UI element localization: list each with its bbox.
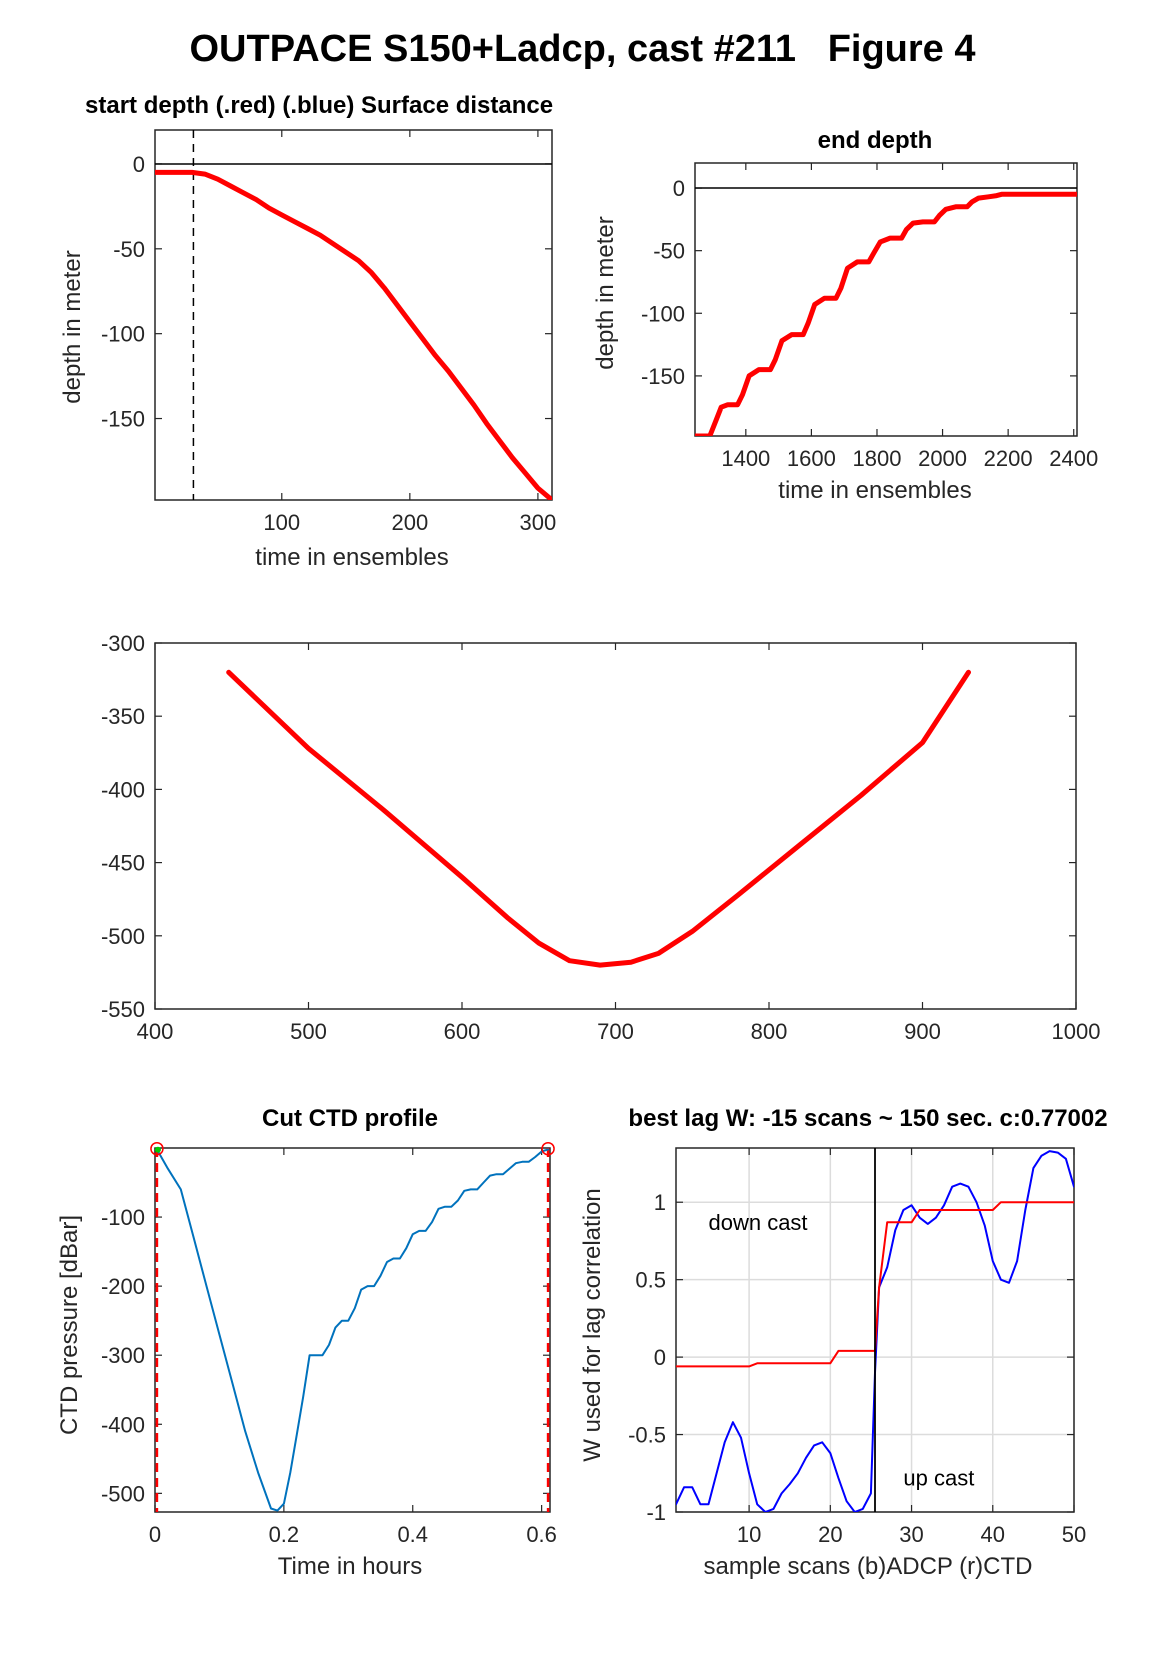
end-series-red-line [695, 191, 1077, 436]
end-xtick-label-0: 1400 [721, 446, 770, 471]
end-plot-content [695, 187, 1077, 436]
middle-xtick-label-0: 400 [137, 1019, 174, 1044]
start-ytick-label-2: -100 [101, 322, 145, 347]
lag-ytick-label-0: 1 [654, 1190, 666, 1215]
lag-xlabel: sample scans (b)ADCP (r)CTD [704, 1553, 1033, 1580]
start-ytick-label-1: -50 [113, 237, 145, 262]
middle-ytick-label-0: -300 [101, 631, 145, 656]
ctd-xtick-label-3: 0.6 [526, 1522, 557, 1547]
start-axes-box [154, 129, 553, 501]
end-xtick-label-3: 2000 [918, 446, 967, 471]
start-depth-ylabel: depth in meter [59, 250, 86, 403]
lag-xtick-label-2: 30 [899, 1522, 923, 1547]
start-depth-panel: start depth (.red) (.blue) Surface dista… [59, 92, 556, 571]
end-depth-ylabel: depth in meter [592, 216, 619, 369]
start-ytick-label-0: 0 [133, 152, 145, 177]
lag-annotation-1: up cast [903, 1466, 974, 1491]
end-depth-xlabel: time in ensembles [778, 477, 971, 504]
ctd-ytick-label-4: -500 [101, 1481, 145, 1506]
middle-ytick-label-3: -450 [101, 851, 145, 876]
middle-ytick-label-5: -550 [101, 997, 145, 1022]
lag-xtick-label-3: 40 [981, 1522, 1005, 1547]
start-xtick-label-1: 200 [391, 510, 428, 535]
start-xtick-label-2: 300 [520, 510, 557, 535]
ctd-series-ctd_blue-line [155, 1148, 550, 1512]
middle-xtick-label-5: 900 [904, 1019, 941, 1044]
middle-ytick-label-4: -500 [101, 924, 145, 949]
middle-plot-content [226, 669, 971, 968]
middle-xtick-label-2: 600 [444, 1019, 481, 1044]
end-xtick-label-1: 1600 [787, 446, 836, 471]
lag-ytick-label-4: -1 [646, 1500, 666, 1525]
start-xtick-label-0: 100 [263, 510, 300, 535]
ctd-ytick-label-1: -200 [101, 1274, 145, 1299]
lag-plot-content [676, 1148, 1074, 1512]
ctd-ylabel: CTD pressure [dBar] [56, 1215, 83, 1435]
lag-panel: best lag W: -15 scans ~ 150 sec. c:0.770… [579, 1105, 1108, 1580]
ctd-endpoint-marker-1 [541, 1141, 555, 1156]
ctd-ytick-label-3: -400 [101, 1412, 145, 1437]
ctd-xtick-label-0: 0 [149, 1522, 161, 1547]
ctd-ytick-label-2: -300 [101, 1343, 145, 1368]
lag-ytick-label-2: 0 [654, 1345, 666, 1370]
ctd-xlabel: Time in hours [278, 1553, 423, 1580]
end-xtick-label-2: 1800 [853, 446, 902, 471]
ctd-start-dot [154, 1146, 161, 1153]
lag-series-red-line [676, 1201, 1074, 1368]
end-ytick-label-0: 0 [673, 176, 685, 201]
lag-annotation-0: down cast [708, 1210, 807, 1235]
lag-ytick-label-3: -0.5 [628, 1423, 666, 1448]
middle-series-red-line [226, 669, 971, 968]
ctd-xtick-label-2: 0.4 [397, 1522, 428, 1547]
end-depth-panel: end depth time in ensembles depth in met… [592, 127, 1098, 504]
ctd-title: Cut CTD profile [262, 1105, 438, 1132]
middle-panel: 400 500 600 700 800 900 1000 -300 -350 -400 -450 -5… [101, 631, 1101, 1044]
ctd-endpoint-marker-0 [150, 1141, 164, 1156]
ctd-panel: Cut CTD profile Time in hours CTD pressu… [56, 1105, 557, 1580]
middle-ytick-label-2: -400 [101, 777, 145, 802]
ctd-xtick-label-1: 0.2 [269, 1522, 300, 1547]
ctd-plot-content [155, 1148, 550, 1512]
start-depth-title: start depth (.red) (.blue) Surface dista… [85, 92, 553, 119]
middle-xtick-label-1: 500 [290, 1019, 327, 1044]
middle-ytick-label-1: -350 [101, 704, 145, 729]
start-plot-content [155, 130, 552, 500]
end-axes-box [694, 162, 1078, 437]
lag-xtick-label-4: 50 [1062, 1522, 1086, 1547]
figure-title: OUTPACE S150+Ladcp, cast #211 Figure 4 [189, 28, 976, 70]
start-depth-xlabel: time in ensembles [255, 544, 448, 571]
end-xtick-label-5: 2400 [1049, 446, 1098, 471]
middle-xtick-label-4: 800 [751, 1019, 788, 1044]
end-ytick-label-1: -50 [653, 239, 685, 264]
lag-ylabel: W used for lag correlation [579, 1188, 606, 1461]
lag-xtick-label-0: 10 [737, 1522, 761, 1547]
ctd-ytick-label-0: -100 [101, 1205, 145, 1230]
end-ytick-label-3: -150 [641, 364, 685, 389]
end-ytick-label-2: -100 [641, 301, 685, 326]
lag-xtick-label-1: 20 [818, 1522, 842, 1547]
ctd-axes-box [154, 1147, 551, 1513]
middle-xtick-label-6: 1000 [1052, 1019, 1101, 1044]
lag-ytick-label-1: 0.5 [635, 1268, 666, 1293]
lag-title: best lag W: -15 scans ~ 150 sec. c:0.770… [628, 1105, 1107, 1132]
end-xtick-label-4: 2200 [984, 446, 1033, 471]
middle-xtick-label-3: 700 [597, 1019, 634, 1044]
start-series-red-line [155, 169, 552, 500]
start-ytick-label-3: -150 [101, 407, 145, 432]
middle-axes-box [154, 642, 1077, 1010]
end-depth-title: end depth [818, 127, 933, 154]
